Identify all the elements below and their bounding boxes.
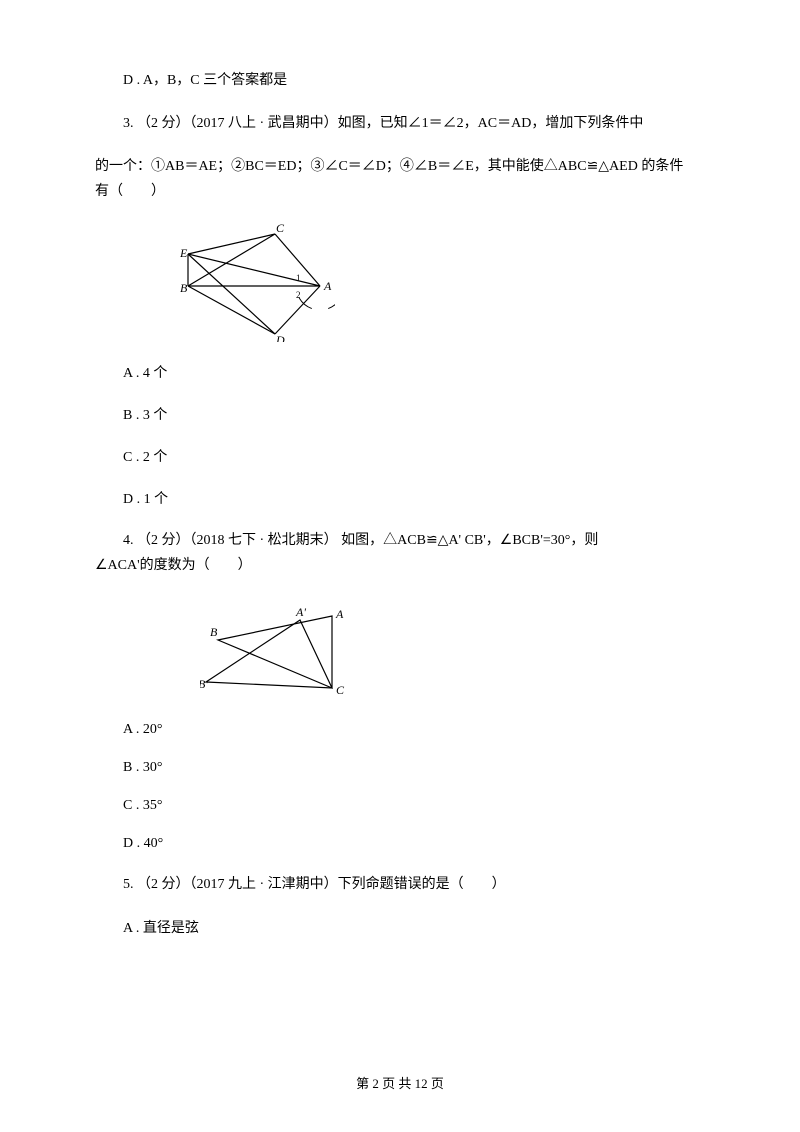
q5-stem: 5. （2 分）（2017 九上 · 江津期中）下列命题错误的是（ ） xyxy=(95,874,705,895)
q3-option-c: C . 2 个 xyxy=(123,446,705,466)
q4-option-b: B . 30° xyxy=(123,760,705,776)
svg-text:B': B' xyxy=(200,677,208,691)
page-footer: 第 2 页 共 12 页 xyxy=(0,1073,800,1092)
q3-stem-line2: 的一个：①AB＝AE；②BC＝ED；③∠C＝∠D；④∠B＝∠E，其中能使△ABC… xyxy=(95,156,705,177)
svg-text:C: C xyxy=(336,683,345,697)
q3-figure: E B A C D 1 2 xyxy=(180,224,705,342)
svg-text:1: 1 xyxy=(296,273,301,283)
svg-text:2: 2 xyxy=(296,290,301,300)
q4-option-a: A . 20° xyxy=(123,722,705,738)
svg-text:B: B xyxy=(210,625,218,639)
prev-option-d: D . A，B，C 三个答案都是 xyxy=(95,70,705,91)
q3-option-b: B . 3 个 xyxy=(123,404,705,424)
q4-option-d: D . 40° xyxy=(123,836,705,852)
q4-option-c: C . 35° xyxy=(123,798,705,814)
svg-text:D: D xyxy=(275,333,285,342)
q5-option-a: A . 直径是弦 xyxy=(123,917,705,937)
q3-stem-line3: 有（ ） xyxy=(95,181,705,202)
q3-option-a: A . 4 个 xyxy=(123,362,705,382)
svg-text:E: E xyxy=(180,246,188,260)
svg-text:A: A xyxy=(323,279,332,293)
q3-stem-line1: 3. （2 分）（2017 八上 · 武昌期中）如图，已知∠1＝∠2，AC＝AD… xyxy=(95,113,705,134)
svg-text:A': A' xyxy=(295,605,306,619)
q4-figure-svg: B B' A A' C xyxy=(200,604,360,704)
svg-text:B: B xyxy=(180,281,188,295)
svg-text:C: C xyxy=(276,224,285,235)
svg-text:A: A xyxy=(335,607,344,621)
q4-stem-line2: ∠ACA'的度数为（ ） xyxy=(95,555,705,576)
q3-figure-svg: E B A C D 1 2 xyxy=(180,224,335,342)
q4-stem-line1: 4. （2 分）（2018 七下 · 松北期末） 如图，△ACB≌△A' CB'… xyxy=(95,530,705,551)
q4-figure: B B' A A' C xyxy=(200,604,705,704)
q3-option-d: D . 1 个 xyxy=(123,488,705,508)
